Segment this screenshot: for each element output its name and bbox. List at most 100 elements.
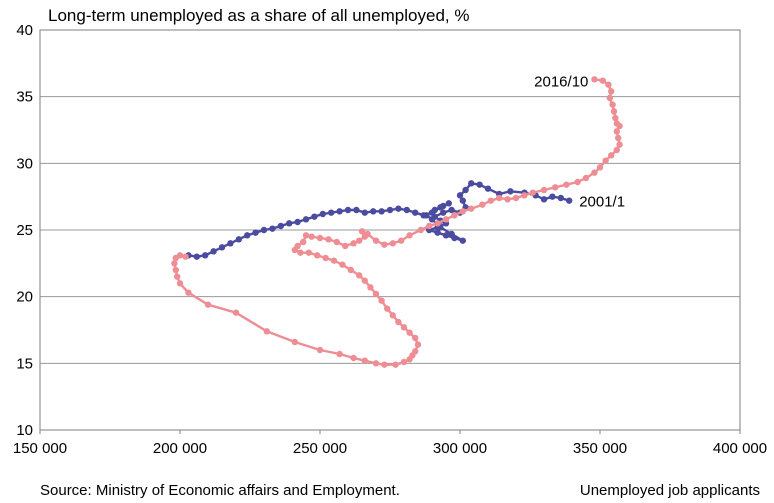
data-point: [606, 94, 613, 102]
data-point: [361, 277, 368, 284]
data-point: [574, 178, 581, 186]
data-point: [540, 196, 548, 203]
data-point: [353, 206, 360, 214]
data-point: [462, 186, 469, 194]
data-point: [314, 252, 321, 259]
x-tick-label: 300 000: [433, 440, 487, 457]
data-point: [613, 146, 620, 154]
y-tick-label: 40: [16, 22, 33, 39]
data-point: [316, 346, 324, 354]
data-point: [322, 254, 329, 262]
data-point: [358, 228, 366, 235]
data-point: [232, 309, 240, 316]
data-point: [330, 257, 338, 264]
data-point: [185, 289, 192, 296]
grid-lines: [40, 96, 740, 364]
data-point: [412, 209, 419, 216]
data-point: [468, 180, 475, 187]
chart-title: Long-term unemployed as a share of all u…: [48, 6, 470, 25]
data-point: [367, 284, 374, 291]
data-point: [204, 301, 212, 308]
y-tick-label: 20: [16, 289, 33, 306]
data-point: [235, 236, 242, 243]
data-point: [442, 216, 450, 223]
data-point: [616, 141, 623, 148]
annotation-label: 2016/10: [534, 73, 588, 90]
x-tick-label: 150 000: [13, 440, 67, 457]
plot-frame: [39, 29, 741, 431]
data-point: [244, 232, 251, 239]
data-point: [252, 229, 259, 236]
x-axis-label: Unemployed job applicants: [579, 482, 760, 499]
data-point: [459, 237, 466, 244]
data-point: [174, 273, 181, 280]
data-point: [426, 222, 433, 230]
data-point: [260, 226, 268, 234]
data-point: [459, 208, 466, 215]
data-point: [311, 213, 318, 220]
data-point: [521, 192, 528, 199]
data-point: [378, 297, 385, 304]
data-point: [350, 354, 357, 362]
data-point: [372, 360, 380, 367]
data-point: [319, 210, 326, 218]
data-point: [286, 220, 293, 227]
data-point: [356, 272, 363, 279]
data-point: [316, 234, 324, 242]
data-point: [529, 189, 536, 196]
data-point: [540, 186, 548, 194]
data-point: [616, 122, 623, 130]
y-tick-label: 30: [16, 155, 33, 172]
data-point: [171, 260, 178, 267]
data-point: [496, 194, 503, 202]
data-point: [417, 226, 424, 234]
data-point: [591, 76, 598, 83]
data-point: [176, 252, 184, 259]
data-point: [176, 280, 184, 287]
data-point: [476, 181, 483, 188]
data-point: [406, 356, 413, 363]
data-point: [291, 338, 298, 346]
data-point: [202, 252, 209, 259]
axes: [39, 29, 741, 434]
data-point: [596, 164, 604, 171]
data-point: [384, 305, 391, 312]
data-point: [504, 196, 511, 203]
data-point: [440, 209, 447, 216]
data-point: [378, 208, 385, 215]
data-point: [395, 205, 402, 212]
data-point: [512, 194, 520, 202]
data-point: [297, 249, 304, 256]
data-point: [406, 232, 413, 239]
y-tick-label: 25: [16, 222, 33, 239]
data-point: [381, 241, 388, 248]
data-point: [599, 77, 606, 84]
annotations: 2016/10 2001/1: [534, 73, 625, 210]
data-point: [305, 249, 312, 256]
data-point: [389, 240, 396, 247]
data-point: [608, 152, 615, 159]
data-point: [420, 212, 427, 219]
data-point: [361, 357, 368, 364]
data-point: [434, 220, 441, 227]
data-point: [566, 197, 573, 204]
data-point: [328, 209, 335, 216]
data-point: [389, 312, 396, 319]
series-line-0: [188, 182, 570, 258]
data-point: [437, 204, 444, 211]
data-point: [608, 88, 615, 95]
data-point: [372, 290, 380, 298]
data-point: [333, 238, 340, 246]
data-point: [381, 361, 388, 368]
data-point: [336, 208, 343, 215]
data-point: [294, 218, 301, 226]
data-point: [557, 194, 564, 202]
data-point: [448, 206, 455, 214]
data-point: [361, 233, 368, 240]
data-point: [400, 358, 408, 366]
data-point: [400, 324, 408, 331]
data-point: [350, 240, 357, 247]
data-point: [398, 237, 405, 244]
data-point: [386, 206, 394, 214]
